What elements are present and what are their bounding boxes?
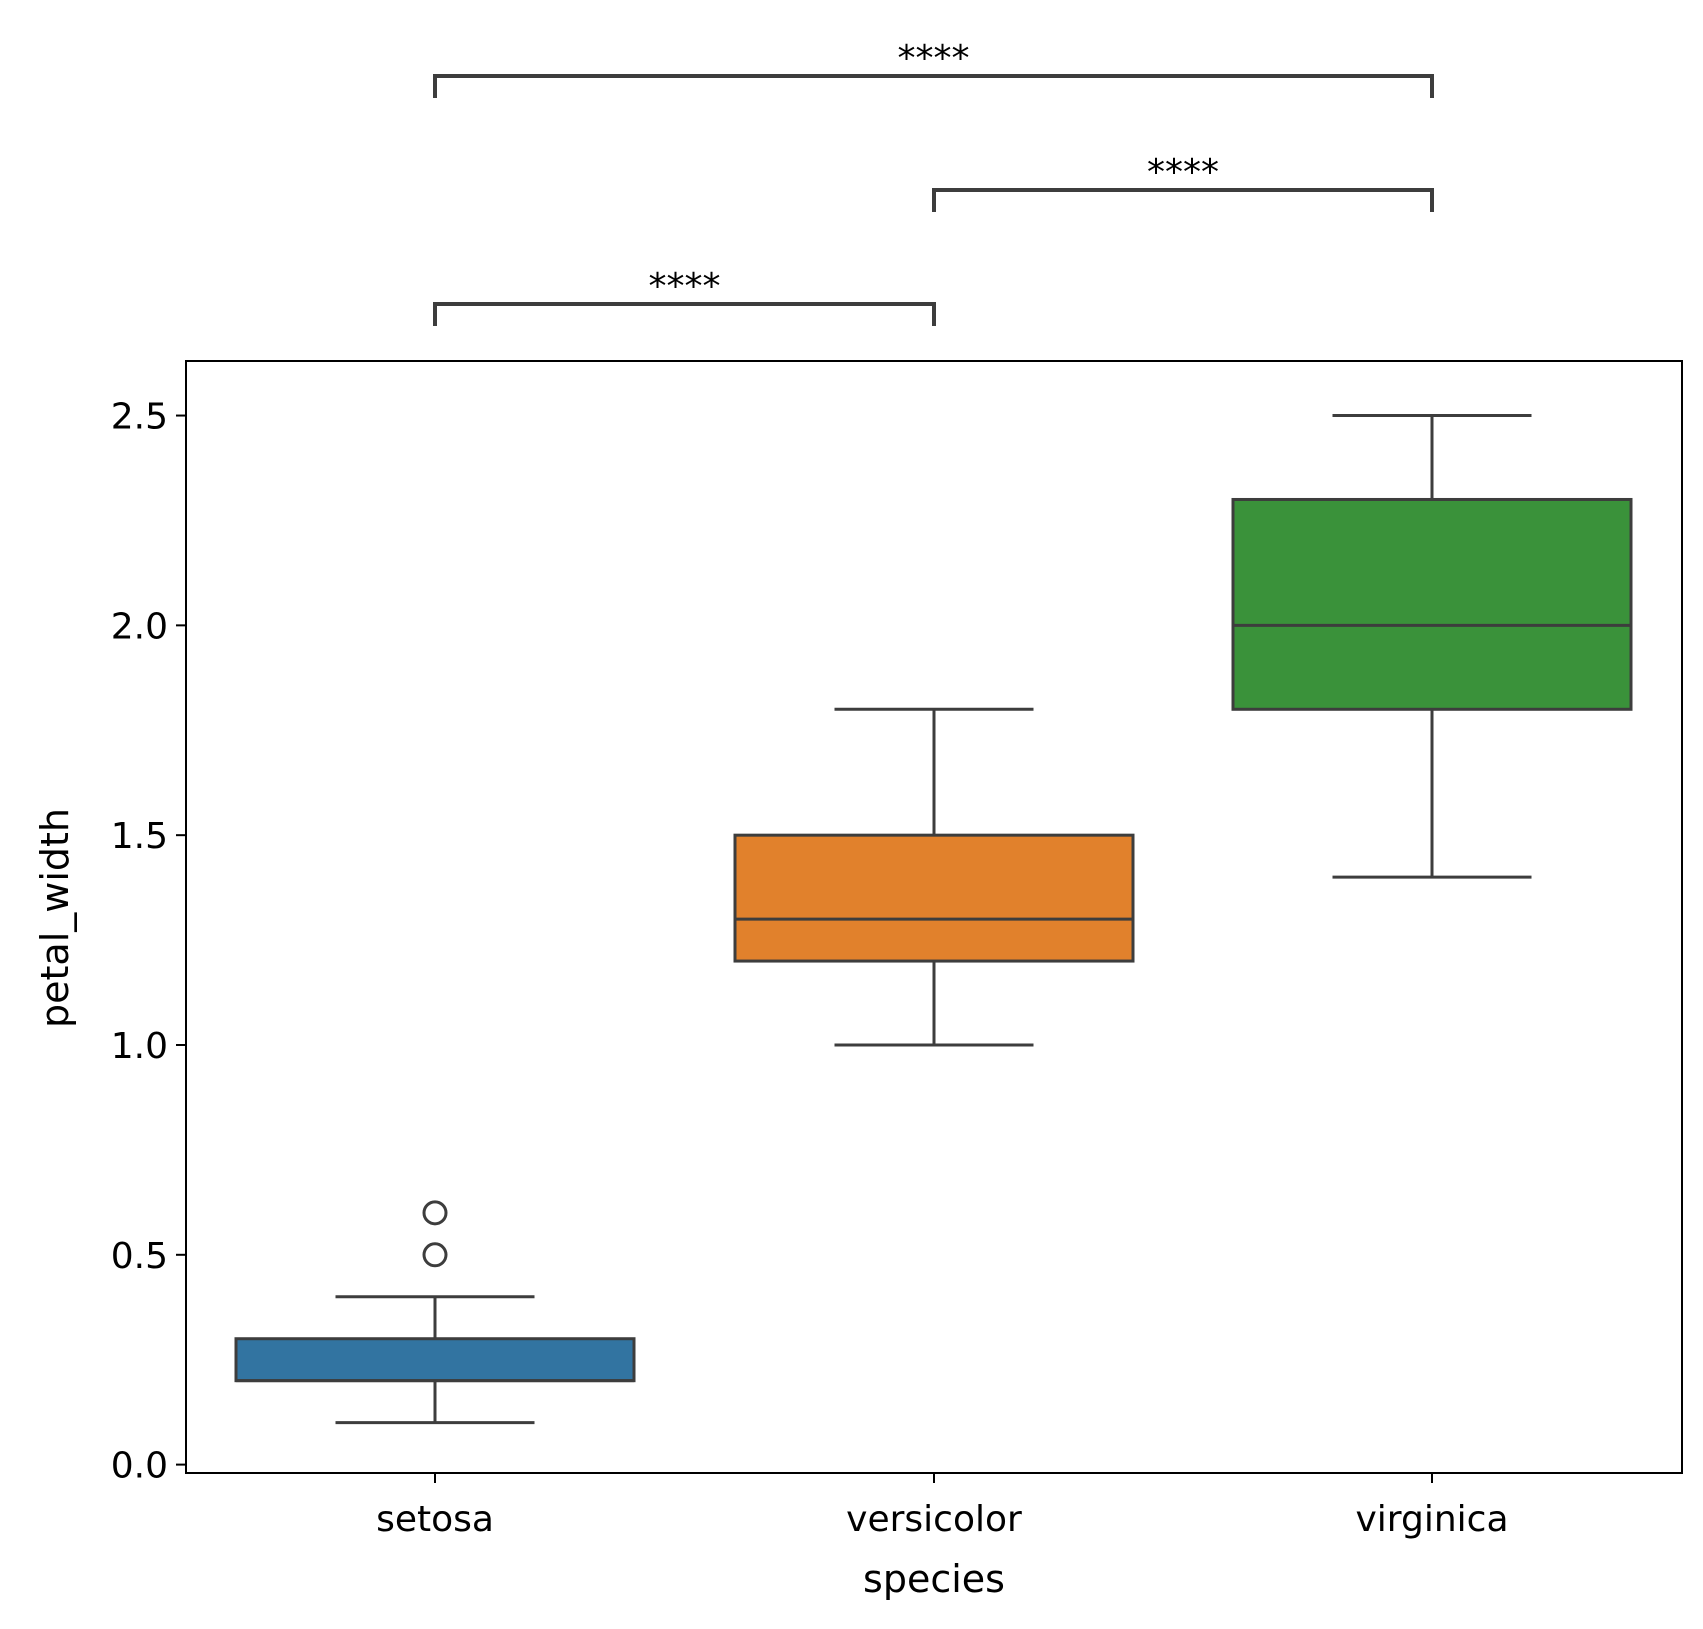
significance-label: **** bbox=[649, 266, 721, 307]
y-tick-label: 1.0 bbox=[111, 1026, 168, 1067]
box-iqr bbox=[733, 833, 1135, 963]
box-iqr bbox=[234, 1337, 636, 1383]
bracket-line bbox=[433, 302, 936, 326]
box-setosa bbox=[234, 1200, 636, 1425]
outlier-point bbox=[422, 1200, 448, 1226]
y-tick-label: 2.5 bbox=[111, 397, 168, 438]
bracket-line bbox=[932, 188, 1434, 212]
y-tick-label: 2.0 bbox=[111, 606, 168, 647]
x-axis: setosa versicolor virginica bbox=[376, 1473, 1509, 1540]
box-iqr bbox=[1231, 497, 1633, 711]
y-tick-label: 0.0 bbox=[111, 1446, 168, 1487]
box-versicolor bbox=[733, 707, 1135, 1047]
x-tick-label-setosa: setosa bbox=[376, 1499, 494, 1540]
box-virginica bbox=[1231, 414, 1633, 879]
bracket-line bbox=[433, 74, 1434, 98]
y-axis: 0.0 0.5 1.0 1.5 2.0 2.5 bbox=[111, 397, 186, 1487]
y-tick-label: 1.5 bbox=[111, 816, 168, 857]
x-tick-label-versicolor: versicolor bbox=[846, 1499, 1022, 1540]
significance-annotations: **** **** **** bbox=[433, 38, 1434, 326]
x-axis-label: species bbox=[863, 1557, 1005, 1601]
plot-area bbox=[234, 414, 1633, 1425]
significance-label: **** bbox=[1147, 152, 1219, 193]
y-tick-label: 0.5 bbox=[111, 1236, 168, 1277]
significance-bracket-setosa-virginica: **** bbox=[433, 38, 1434, 98]
significance-bracket-versicolor-virginica: **** bbox=[932, 152, 1434, 212]
significance-label: **** bbox=[898, 38, 970, 79]
outlier-point bbox=[422, 1242, 448, 1268]
y-axis-label: petal_width bbox=[33, 808, 77, 1028]
significance-bracket-setosa-versicolor: **** bbox=[433, 266, 936, 326]
x-tick-label-virginica: virginica bbox=[1356, 1499, 1509, 1540]
